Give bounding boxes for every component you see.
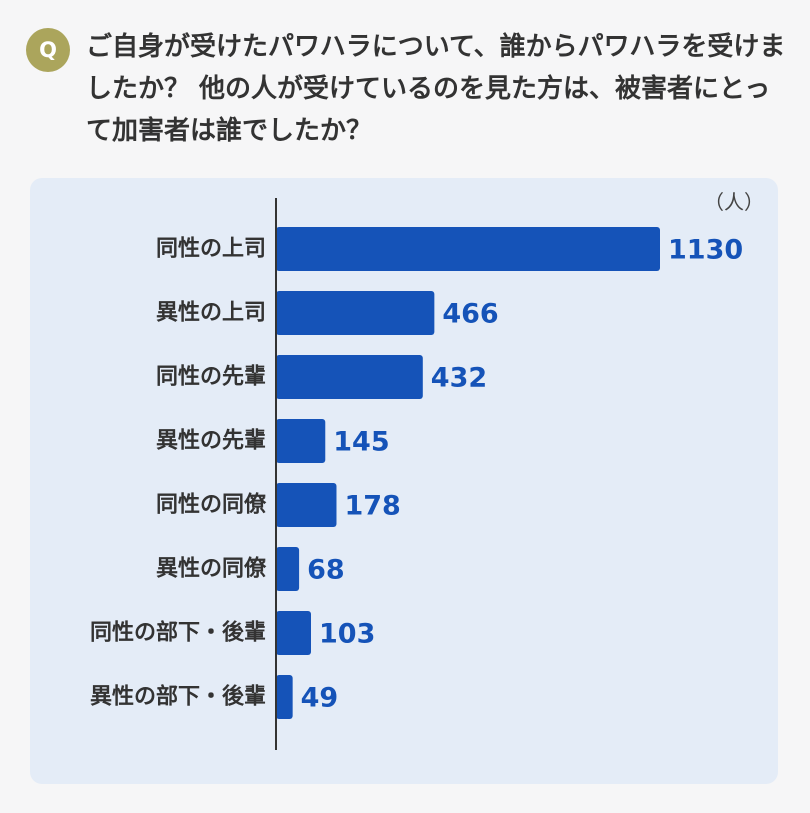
- chart-panel: （人） 同性の上司 1130 異性の上司 466 同性の先輩 432 異性の先輩 145 同性の…: [30, 178, 778, 784]
- unit-label: （人）: [704, 190, 764, 214]
- bar-2: [276, 355, 423, 399]
- category-label-1: 異性の上司: [156, 301, 266, 326]
- category-label-0: 同性の上司: [156, 237, 266, 262]
- bar-6: [276, 611, 312, 655]
- category-label-5: 異性の同僚: [156, 556, 267, 582]
- value-label-0: 1130: [668, 235, 743, 266]
- bars-layer: 同性の上司 1130 異性の上司 466 同性の先輩 432 異性の先輩 145 同性の同僚 17…: [90, 227, 743, 719]
- bar-4: [276, 483, 337, 527]
- value-label-2: 432: [431, 363, 487, 394]
- category-label-3: 異性の先輩: [156, 429, 266, 454]
- value-label-5: 68: [307, 555, 345, 586]
- category-label-2: 同性の先輩: [156, 365, 266, 390]
- category-label-4: 同性の同僚: [156, 492, 267, 518]
- bar-5: [276, 547, 300, 591]
- bar-3: [276, 419, 326, 463]
- value-label-3: 145: [333, 427, 389, 458]
- value-label-7: 49: [301, 683, 339, 714]
- question-text: ご自身が受けたパワハラについて、誰からパワハラを受けましたか？ 他の人が受けてい…: [86, 32, 786, 146]
- value-label-1: 466: [442, 299, 498, 330]
- category-label-6: 同性の部下・後輩: [90, 620, 266, 646]
- bar-0: [276, 227, 660, 271]
- category-label-7: 異性の部下・後輩: [90, 684, 266, 710]
- bar-7: [276, 675, 293, 719]
- value-label-6: 103: [319, 619, 375, 650]
- bar-1: [276, 291, 435, 335]
- value-label-4: 178: [344, 491, 400, 522]
- question-badge: Q: [26, 28, 70, 72]
- bar-chart: 同性の上司 1130 異性の上司 466 同性の先輩 432 異性の先輩 145 同性の同僚 17…: [90, 198, 743, 750]
